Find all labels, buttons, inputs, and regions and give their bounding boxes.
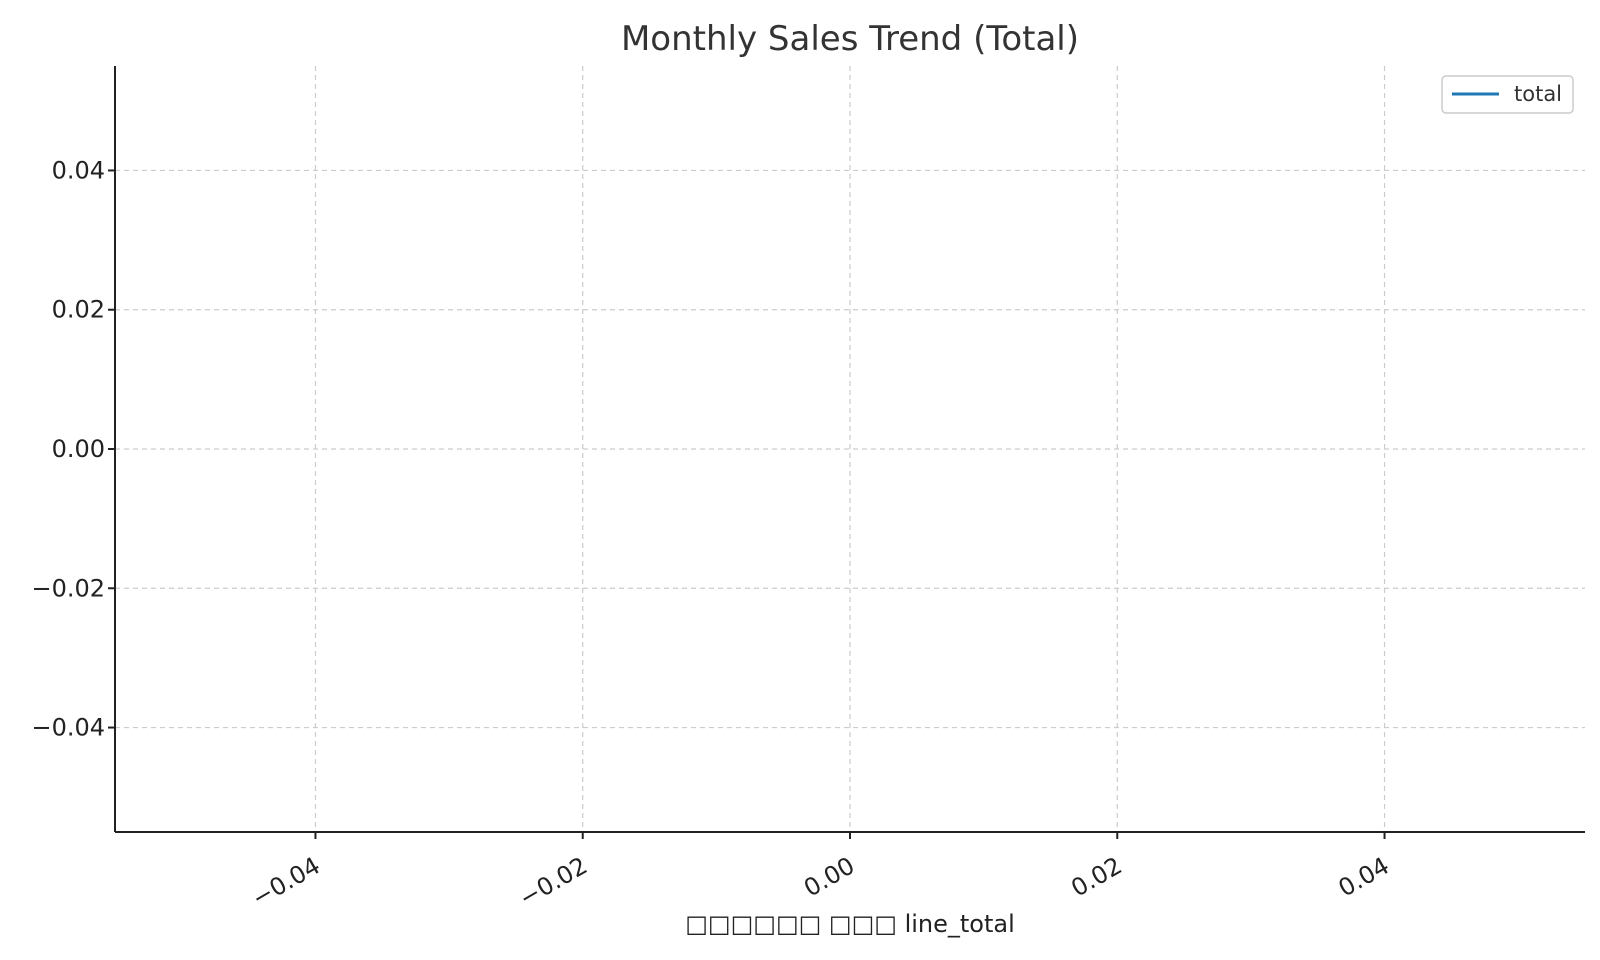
y-tick-label: 0.00 xyxy=(52,435,105,463)
legend-frame xyxy=(1441,75,1574,114)
chart-title: Monthly Sales Trend (Total) xyxy=(621,19,1079,59)
legend-label-total: total xyxy=(1514,82,1562,106)
x-tick-label: −0.04 xyxy=(247,851,325,912)
y-tick-label: 0.02 xyxy=(52,296,105,324)
x-tick-label: −0.02 xyxy=(514,851,592,912)
x-ticks: −0.04 −0.02 0.00 0.02 0.04 xyxy=(247,832,1394,913)
x-tick-label: 0.02 xyxy=(1066,851,1126,902)
y-ticks: 0.04 0.02 0.00 −0.02 −0.04 xyxy=(31,156,115,742)
grid-layer xyxy=(115,66,1585,832)
x-tick-label: 0.04 xyxy=(1334,851,1394,902)
x-axis-label: □□□□□□ □□□ line_total xyxy=(685,910,1015,938)
legend: total xyxy=(1441,75,1574,114)
x-tick-label: 0.00 xyxy=(799,851,859,902)
y-tick-label: −0.04 xyxy=(31,714,105,742)
y-tick-label: −0.02 xyxy=(31,574,105,602)
y-tick-label: 0.04 xyxy=(52,156,105,184)
